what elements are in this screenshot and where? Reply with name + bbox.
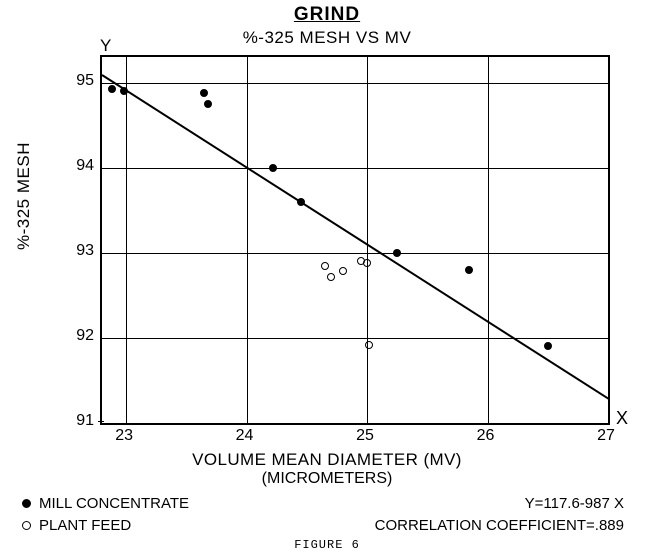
chart-title: GRIND xyxy=(0,4,654,26)
data-point-filled xyxy=(465,266,473,274)
figure-label: FIGURE 6 xyxy=(0,538,654,552)
y-axis-label: %-325 MESH xyxy=(14,142,34,250)
gridline-vertical xyxy=(247,57,248,423)
y-tick-label: 91 xyxy=(62,412,94,430)
data-point-filled xyxy=(120,87,128,95)
gridline-horizontal xyxy=(102,83,608,84)
data-point-filled xyxy=(544,342,552,350)
chart-subtitle: %-325 MESH VS MV xyxy=(0,28,654,48)
x-tick-label: 25 xyxy=(350,427,380,445)
gridline-horizontal xyxy=(102,253,608,254)
plot-area xyxy=(100,55,610,425)
legend-label: MILL CONCENTRATE xyxy=(39,495,189,512)
legend-item-mill-concentrate: MILL CONCENTRATE xyxy=(22,495,189,512)
data-point-open xyxy=(365,341,373,349)
data-point-filled xyxy=(269,164,277,172)
x-axis-label: VOLUME MEAN DIAMETER (MV) xyxy=(0,450,654,470)
legend-item-plant-feed: PLANT FEED xyxy=(22,517,131,534)
y-tick-label: 95 xyxy=(62,72,94,90)
data-point-filled xyxy=(108,85,116,93)
y-tick-label: 94 xyxy=(62,157,94,175)
figure-container: GRIND %-325 MESH VS MV %-325 MESH Y X VO… xyxy=(0,0,654,554)
data-point-open xyxy=(321,262,329,270)
data-point-filled xyxy=(297,198,305,206)
correlation-coefficient: CORRELATION COEFFICIENT=.889 xyxy=(375,517,624,534)
gridline-vertical xyxy=(126,57,127,423)
data-point-filled xyxy=(200,89,208,97)
regression-equation: Y=117.6-987 X xyxy=(525,495,624,512)
y-axis-letter: Y xyxy=(100,36,111,56)
filled-circle-icon xyxy=(22,499,31,508)
data-point-open xyxy=(339,267,347,275)
gridline-vertical xyxy=(488,57,489,423)
x-tick-label: 26 xyxy=(471,427,501,445)
data-point-open xyxy=(363,259,371,267)
legend-label: PLANT FEED xyxy=(39,517,131,534)
regression-line xyxy=(101,74,608,399)
data-point-filled xyxy=(393,249,401,257)
x-axis-sublabel: (MICROMETERS) xyxy=(0,470,654,488)
x-tick-label: 24 xyxy=(230,427,260,445)
data-point-open xyxy=(327,273,335,281)
y-tick-label: 92 xyxy=(62,327,94,345)
x-tick-label: 27 xyxy=(591,427,621,445)
gridline-horizontal xyxy=(102,168,608,169)
x-axis-letter: X xyxy=(616,408,628,429)
data-point-filled xyxy=(204,100,212,108)
gridline-vertical xyxy=(367,57,368,423)
y-tick-label: 93 xyxy=(62,242,94,260)
x-tick-label: 23 xyxy=(109,427,139,445)
open-circle-icon xyxy=(22,521,31,530)
gridline-horizontal xyxy=(102,338,608,339)
